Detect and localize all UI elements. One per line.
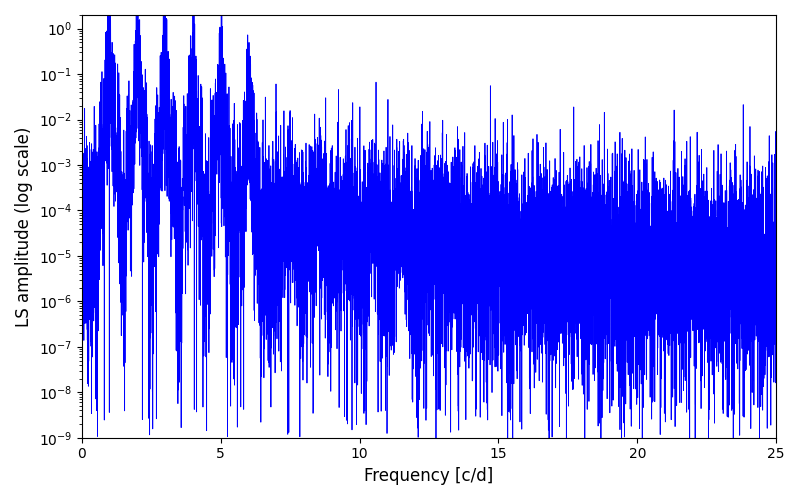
Y-axis label: LS amplitude (log scale): LS amplitude (log scale) bbox=[15, 126, 33, 326]
X-axis label: Frequency [c/d]: Frequency [c/d] bbox=[364, 467, 494, 485]
